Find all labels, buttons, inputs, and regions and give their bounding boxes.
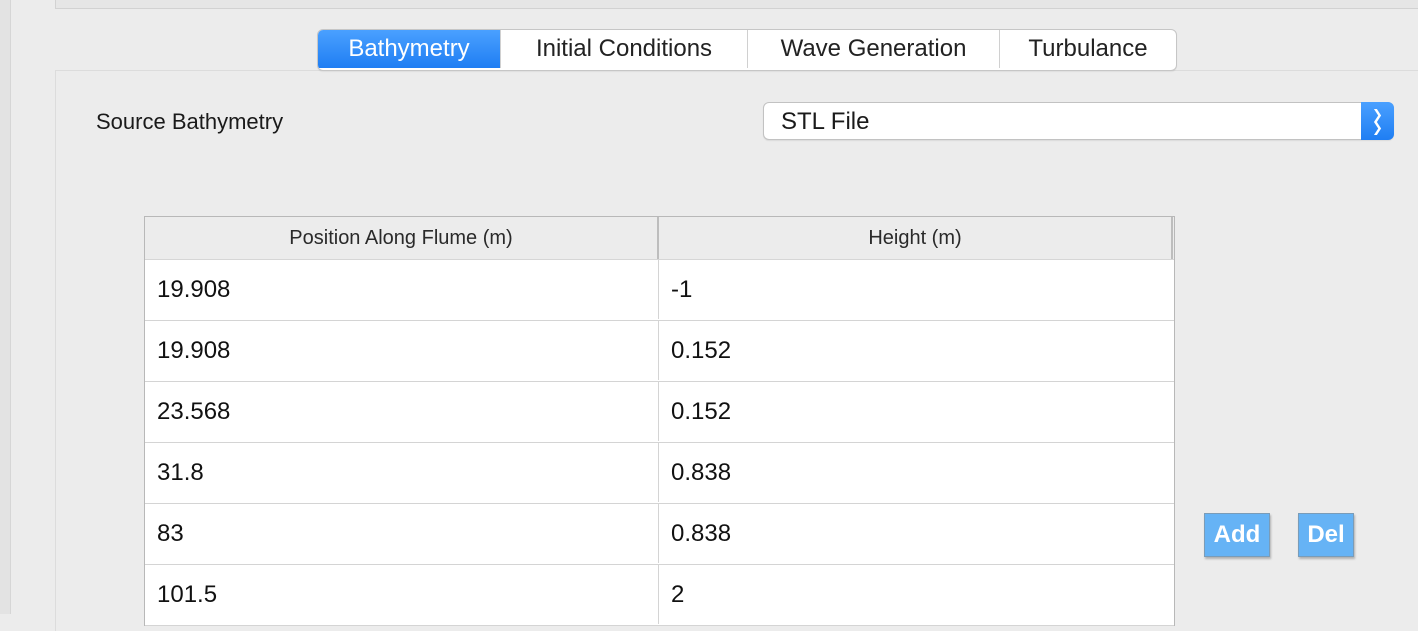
top-panel	[55, 0, 1418, 9]
tab-bar: Bathymetry Initial Conditions Wave Gener…	[317, 29, 1177, 71]
table-cell-height[interactable]: 0.838	[671, 520, 732, 547]
source-bathymetry-label: Source Bathymetry	[96, 109, 284, 134]
source-bathymetry-value: STL File	[781, 108, 870, 135]
add-row-button[interactable]: Add	[1204, 513, 1270, 557]
table-row[interactable]: 31.8 0.838	[145, 443, 1174, 504]
table-cell-height[interactable]: 0.152	[671, 337, 732, 364]
table-cell-position[interactable]: 83	[145, 504, 659, 563]
table-cell-height[interactable]: 0.838	[671, 459, 732, 486]
table-cell-height[interactable]: 0.152	[671, 398, 732, 425]
chevron-down-icon: ❯	[1372, 120, 1383, 135]
select-arrows-icon[interactable]: ❯ ❯	[1361, 102, 1394, 140]
table-cell-height[interactable]: -1	[671, 276, 693, 303]
table-row[interactable]: 101.5 2	[145, 565, 1174, 626]
tab-initial-conditions[interactable]: Initial Conditions	[500, 30, 747, 68]
chevron-up-icon: ❯	[1372, 107, 1383, 122]
table-row[interactable]: 19.908 0.152	[145, 321, 1174, 382]
table-cell-position[interactable]: 101.5	[145, 565, 659, 624]
table-row[interactable]: 19.908 -1	[145, 260, 1174, 321]
column-header-height[interactable]: Height (m)	[659, 217, 1173, 259]
source-bathymetry-select[interactable]: STL File ❯ ❯	[763, 102, 1394, 140]
table-row[interactable]: 23.568 0.152	[145, 382, 1174, 443]
column-header-position[interactable]: Position Along Flume (m)	[145, 217, 659, 259]
table-header: Position Along Flume (m) Height (m)	[145, 217, 1174, 260]
table-cell-position[interactable]: 19.908	[145, 260, 659, 319]
table-cell-position[interactable]: 19.908	[145, 321, 659, 380]
tab-bathymetry[interactable]: Bathymetry	[318, 30, 500, 68]
bathymetry-table: Position Along Flume (m) Height (m) 19.9…	[144, 216, 1175, 626]
tab-wave-generation[interactable]: Wave Generation	[747, 30, 999, 68]
table-cell-position[interactable]: 23.568	[145, 382, 659, 441]
tab-turbulance[interactable]: Turbulance	[999, 30, 1176, 68]
table-cell-height[interactable]: 2	[671, 581, 685, 608]
table-cell-position[interactable]: 31.8	[145, 443, 659, 502]
delete-row-button[interactable]: Del	[1298, 513, 1354, 557]
table-row[interactable]: 83 0.838	[145, 504, 1174, 565]
left-panel-edge	[0, 0, 11, 614]
